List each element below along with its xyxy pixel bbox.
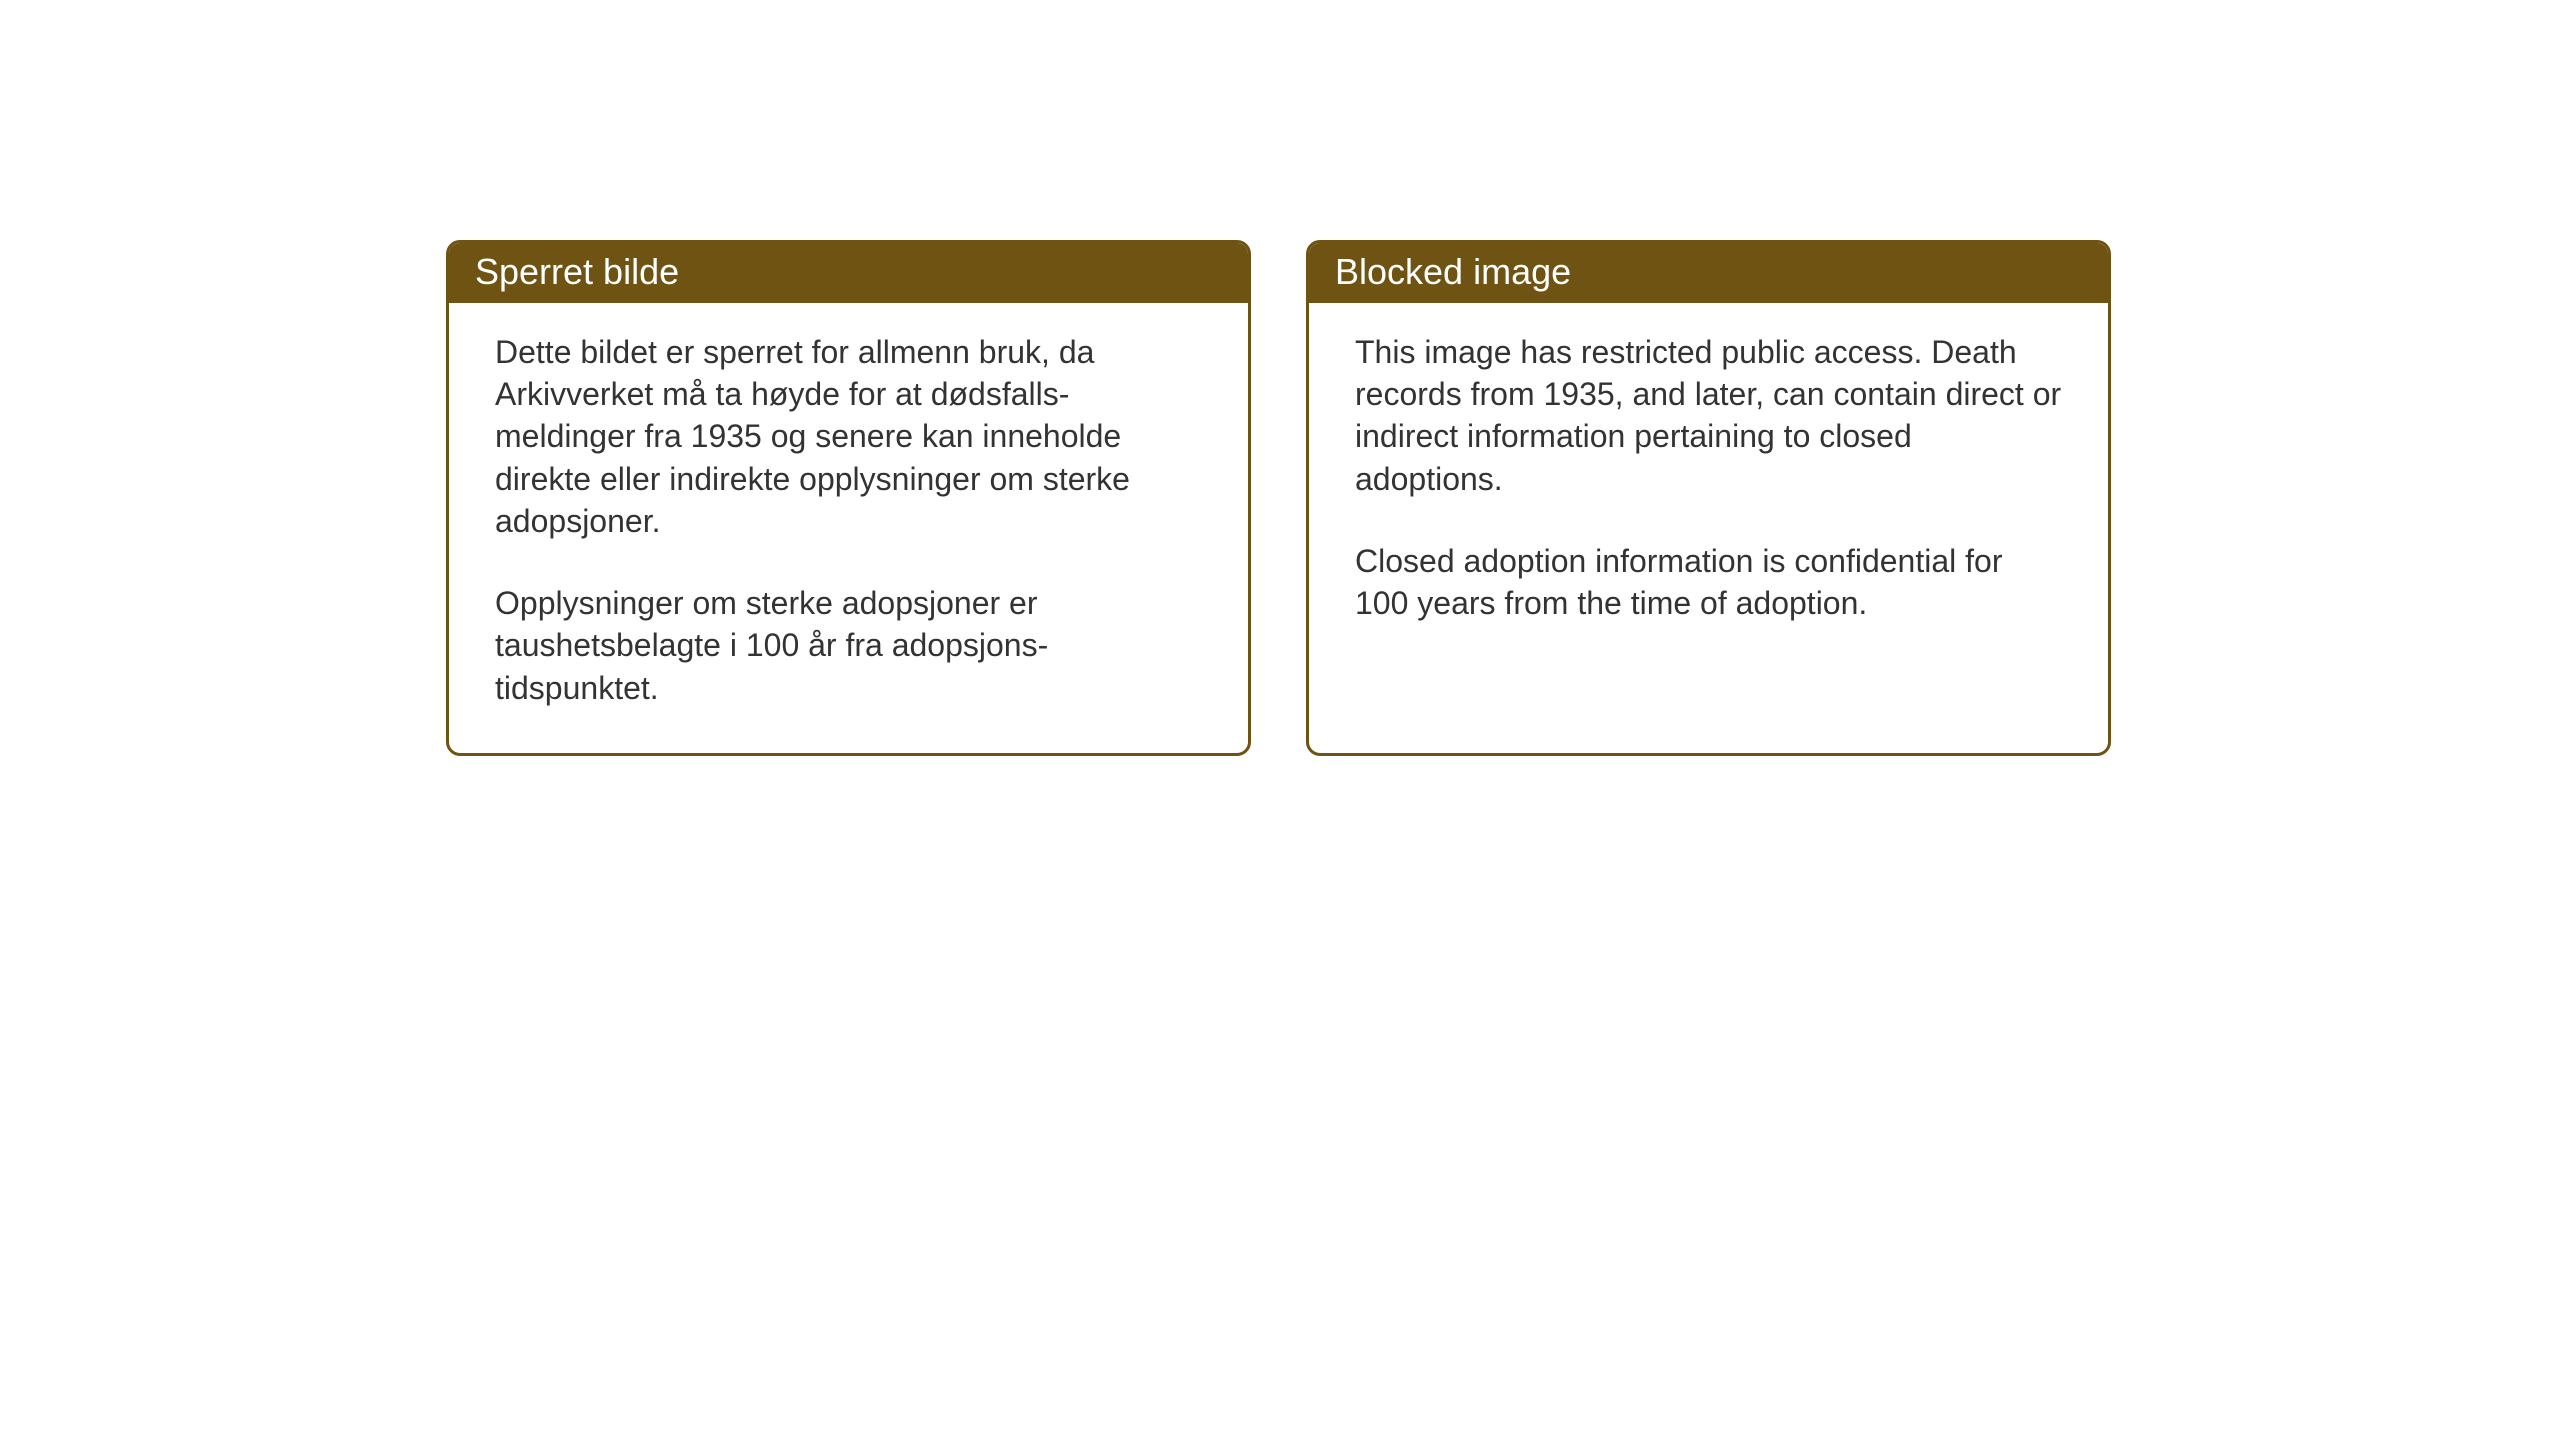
notice-body-english: This image has restricted public access.… (1309, 303, 2108, 753)
notice-box-norwegian: Sperret bilde Dette bildet er sperret fo… (446, 240, 1251, 756)
notice-header-norwegian: Sperret bilde (449, 243, 1248, 303)
notice-paragraph-1-norwegian: Dette bildet er sperret for allmenn bruk… (495, 331, 1202, 542)
notice-paragraph-1-english: This image has restricted public access.… (1355, 331, 2062, 500)
notice-container: Sperret bilde Dette bildet er sperret fo… (446, 240, 2111, 756)
notice-paragraph-2-norwegian: Opplysninger om sterke adopsjoner er tau… (495, 582, 1202, 709)
notice-body-norwegian: Dette bildet er sperret for allmenn bruk… (449, 303, 1248, 753)
notice-paragraph-2-english: Closed adoption information is confident… (1355, 540, 2062, 624)
notice-header-english: Blocked image (1309, 243, 2108, 303)
notice-box-english: Blocked image This image has restricted … (1306, 240, 2111, 756)
